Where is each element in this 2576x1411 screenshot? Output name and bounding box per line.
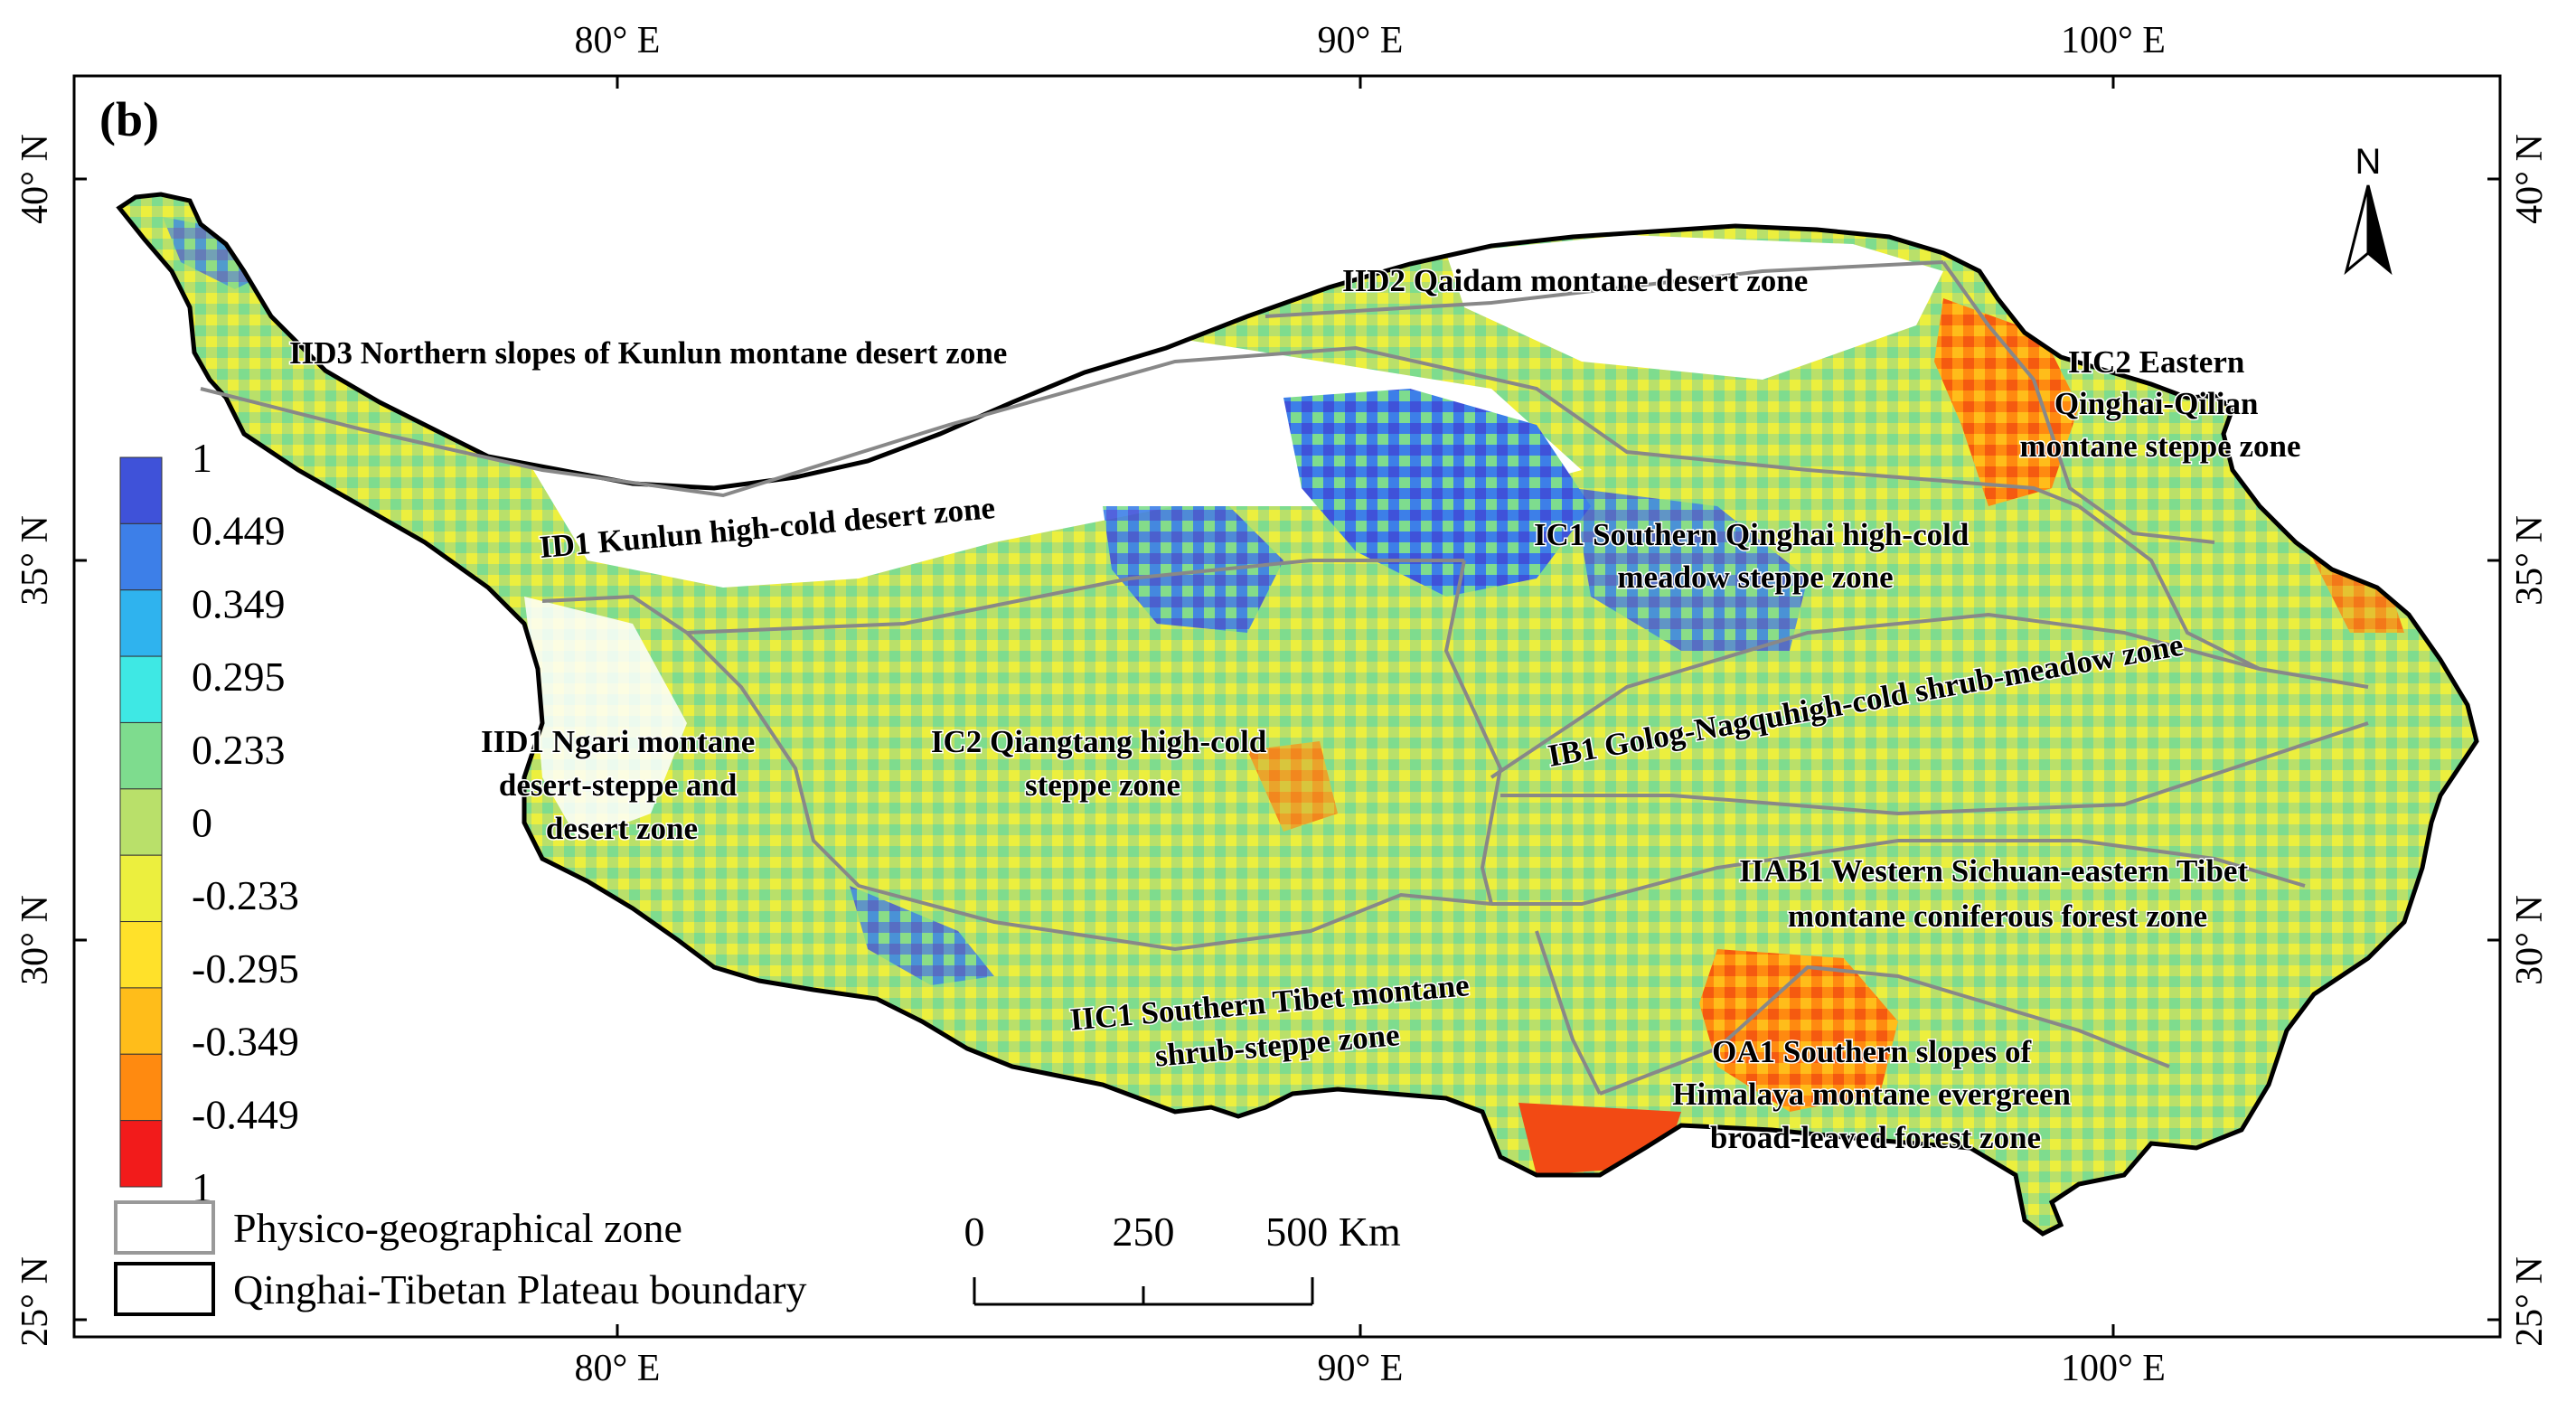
colorbar-label: 1 <box>192 435 212 481</box>
colorbar-label: 0.449 <box>192 508 286 554</box>
zone-label-oa1-line2: Himalaya montane evergreen <box>1672 1077 2071 1112</box>
zone-label-ic2-line1: IC2 Qiangtang high-cold <box>931 724 1267 759</box>
zone-label-oa1-line3: broad-leaved forest zone <box>1710 1120 2041 1155</box>
scale-tick-250: 250 <box>1113 1209 1175 1255</box>
zone-label-iid1-line2: desert-steppe and <box>499 767 738 803</box>
colorbar-swatch <box>119 921 163 989</box>
lon-label-bottom-90: 90° E <box>1318 1348 1404 1389</box>
colorbar-swatch <box>119 987 163 1055</box>
zone-label-iiab1-line2: montane coniferous forest zone <box>1788 898 2207 934</box>
zone-label-iid1-line3: desert zone <box>546 811 698 846</box>
zone-label-iiab1-line1: IIAB1 Western Sichuan-eastern Tibet <box>1739 853 2248 889</box>
colorbar-label: -0.233 <box>192 872 299 918</box>
colorbar-label: 1 <box>192 1164 212 1210</box>
zone-label-ic2: IC2 Qiangtang high-cold steppe zone <box>931 724 1274 803</box>
map-frame <box>72 74 2502 1339</box>
scale-tick-500: 500 Km <box>1265 1209 1401 1255</box>
north-arrow-icon <box>2344 184 2370 276</box>
colorbar-swatch <box>119 589 163 657</box>
lat-label-right-40: 40° N <box>2509 134 2551 224</box>
scale-tick-0: 0 <box>964 1209 985 1255</box>
lon-label-bottom-100: 100° E <box>2061 1348 2166 1389</box>
colorbar-swatch <box>119 655 163 723</box>
lon-label-bottom-80: 80° E <box>575 1348 661 1389</box>
north-arrow: N <box>2344 142 2393 276</box>
lat-label-right-30: 30° N <box>2509 895 2551 985</box>
colorbar-label: -0.449 <box>192 1091 299 1137</box>
legend-boundary-swatch <box>114 1262 215 1316</box>
zone-label-iic2-line1: IIC2 Eastern <box>2068 344 2244 380</box>
lon-label-top-90: 90° E <box>1318 20 1404 61</box>
zone-label-iid3: IID3 Northern slopes of Kunlun montane d… <box>289 335 1007 371</box>
colorbar-label: -0.349 <box>192 1019 299 1065</box>
north-arrow-label: N <box>2355 142 2382 182</box>
legend-boundary-label: Qinghai-Tibetan Plateau boundary <box>233 1266 807 1312</box>
colorbar-labels: 1 0.449 0.349 0.295 0.233 0 -0.233 -0.295 -0.349… <box>192 435 299 1210</box>
legend-zone-label: Physico-geographical zone <box>233 1205 682 1251</box>
lat-label-left-40: 40° N <box>14 134 56 224</box>
legend-zone-swatch <box>114 1200 215 1255</box>
colorbar-swatch <box>119 854 163 923</box>
colorbar <box>119 456 163 1188</box>
colorbar-swatch <box>119 522 163 591</box>
zone-label-ic2-line2: steppe zone <box>1025 767 1180 803</box>
zone-label-iiab1: IIAB1 Western Sichuan-eastern Tibet mont… <box>1739 853 2256 934</box>
zone-label-ic1-line2: meadow steppe zone <box>1617 560 1893 595</box>
zone-label-oa1: OA1 Southern slopes of Himalaya montane … <box>1672 1034 2078 1155</box>
lat-label-right-35: 35° N <box>2509 515 2551 606</box>
colorbar-label: 0.349 <box>192 580 286 626</box>
zone-boundaries <box>200 260 2369 1096</box>
lon-label-top-100: 100° E <box>2061 20 2166 61</box>
colorbar-swatch <box>119 456 163 524</box>
colorbar-label: 0 <box>192 800 212 846</box>
zone-label-iic2-line2: Qinghai-Qilian <box>2054 386 2259 421</box>
zone-label-ic1-line1: IC1 Southern Qinghai high-cold <box>1534 517 1970 552</box>
lat-label-left-35: 35° N <box>14 515 56 606</box>
zone-label-oa1-line1: OA1 Southern slopes of <box>1712 1034 2031 1069</box>
panel-label: (b) <box>99 92 159 146</box>
colorbar-label: 0.233 <box>192 727 286 773</box>
zone-label-iid2: IID2 Qaidam montane desert zone <box>1342 263 1808 298</box>
zone-label-iid1: IID1 Ngari montane desert-steppe and des… <box>481 724 763 846</box>
colorbar-swatch <box>119 788 163 856</box>
zone-label-iid1-line1: IID1 Ngari montane <box>481 724 755 759</box>
colorbar-swatch <box>119 721 163 790</box>
zone-label-ic1: IC1 Southern Qinghai high-cold meadow st… <box>1534 517 1977 595</box>
colorbar-label: -0.295 <box>192 945 299 992</box>
frame-ticks <box>74 76 2500 1337</box>
scale-bar: 0 250 500 Km <box>964 1209 1401 1306</box>
lat-label-right-25: 25° N <box>2509 1256 2551 1347</box>
lat-label-left-25: 25° N <box>14 1256 56 1347</box>
colorbar-swatch <box>119 1053 163 1122</box>
zone-label-iic2: IIC2 Eastern Qinghai-Qilian montane step… <box>2019 344 2300 464</box>
zone-label-iic2-line3: montane steppe zone <box>2019 428 2300 464</box>
colorbar-swatch <box>119 1120 163 1188</box>
lat-label-left-30: 30° N <box>14 895 56 985</box>
colorbar-label: 0.295 <box>192 654 286 700</box>
lon-label-top-80: 80° E <box>575 20 661 61</box>
